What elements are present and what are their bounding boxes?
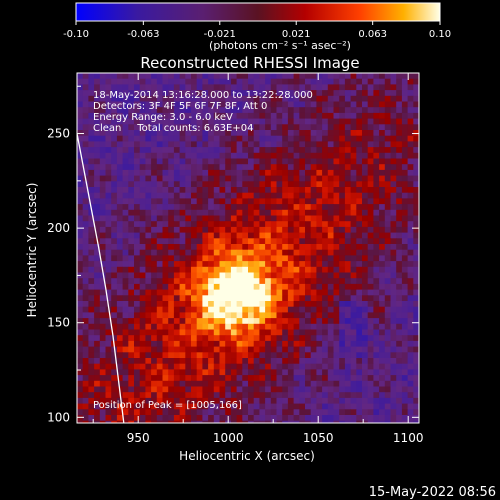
colorbar-units: (photons cm⁻² s⁻¹ asec⁻²) <box>209 39 351 52</box>
axis-ticks: 950 1000 1050 1100 100 150 200 250 <box>47 73 423 445</box>
y-axis-label: Heliocentric Y (arcsec) <box>25 183 39 318</box>
solar-limb-curve <box>77 133 125 423</box>
chart-title: Reconstructed RHESSI Image <box>140 54 359 72</box>
colorbar-tick-label: -0.063 <box>127 29 159 40</box>
y-tick-label: 100 <box>47 410 70 424</box>
y-tick-label: 200 <box>47 221 70 235</box>
colorbar-tick-label: -0.021 <box>204 29 236 40</box>
x-tick-label: 950 <box>127 431 150 445</box>
plot-frame <box>76 72 420 424</box>
annotation-detectors: Detectors: 3F 4F 5F 6F 7F 8F, Att 0 <box>93 101 267 112</box>
y-tick-label: 250 <box>47 127 70 141</box>
colorbar <box>75 2 441 22</box>
colorbar-tick-label: 0.10 <box>429 29 451 40</box>
footer-timestamp: 15-May-2022 08:56 <box>369 485 496 500</box>
annotation-time-range: 18-May-2014 13:16:28.000 to 13:22:28.000 <box>93 90 313 101</box>
peak-position-label: Position of Peak = [1005,166] <box>93 400 242 411</box>
annotation-clean-counts: Clean Total counts: 6.63E+04 <box>93 123 253 134</box>
colorbar-tick-label: -0.10 <box>63 29 89 40</box>
annotation-energy-range: Energy Range: 3.0 - 6.0 keV <box>93 112 233 123</box>
x-tick-label: 1050 <box>303 431 334 445</box>
x-tick-label: 1100 <box>393 431 424 445</box>
colorbar-tick-label: 0.021 <box>282 29 311 40</box>
y-tick-label: 150 <box>47 316 70 330</box>
colorbar-tick-label: 0.063 <box>358 29 387 40</box>
colorbar-ticks: -0.10 -0.063 -0.021 0.021 0.063 0.10 <box>63 21 451 40</box>
x-axis-label: Heliocentric X (arcsec) <box>179 449 315 463</box>
x-tick-label: 1000 <box>213 431 244 445</box>
